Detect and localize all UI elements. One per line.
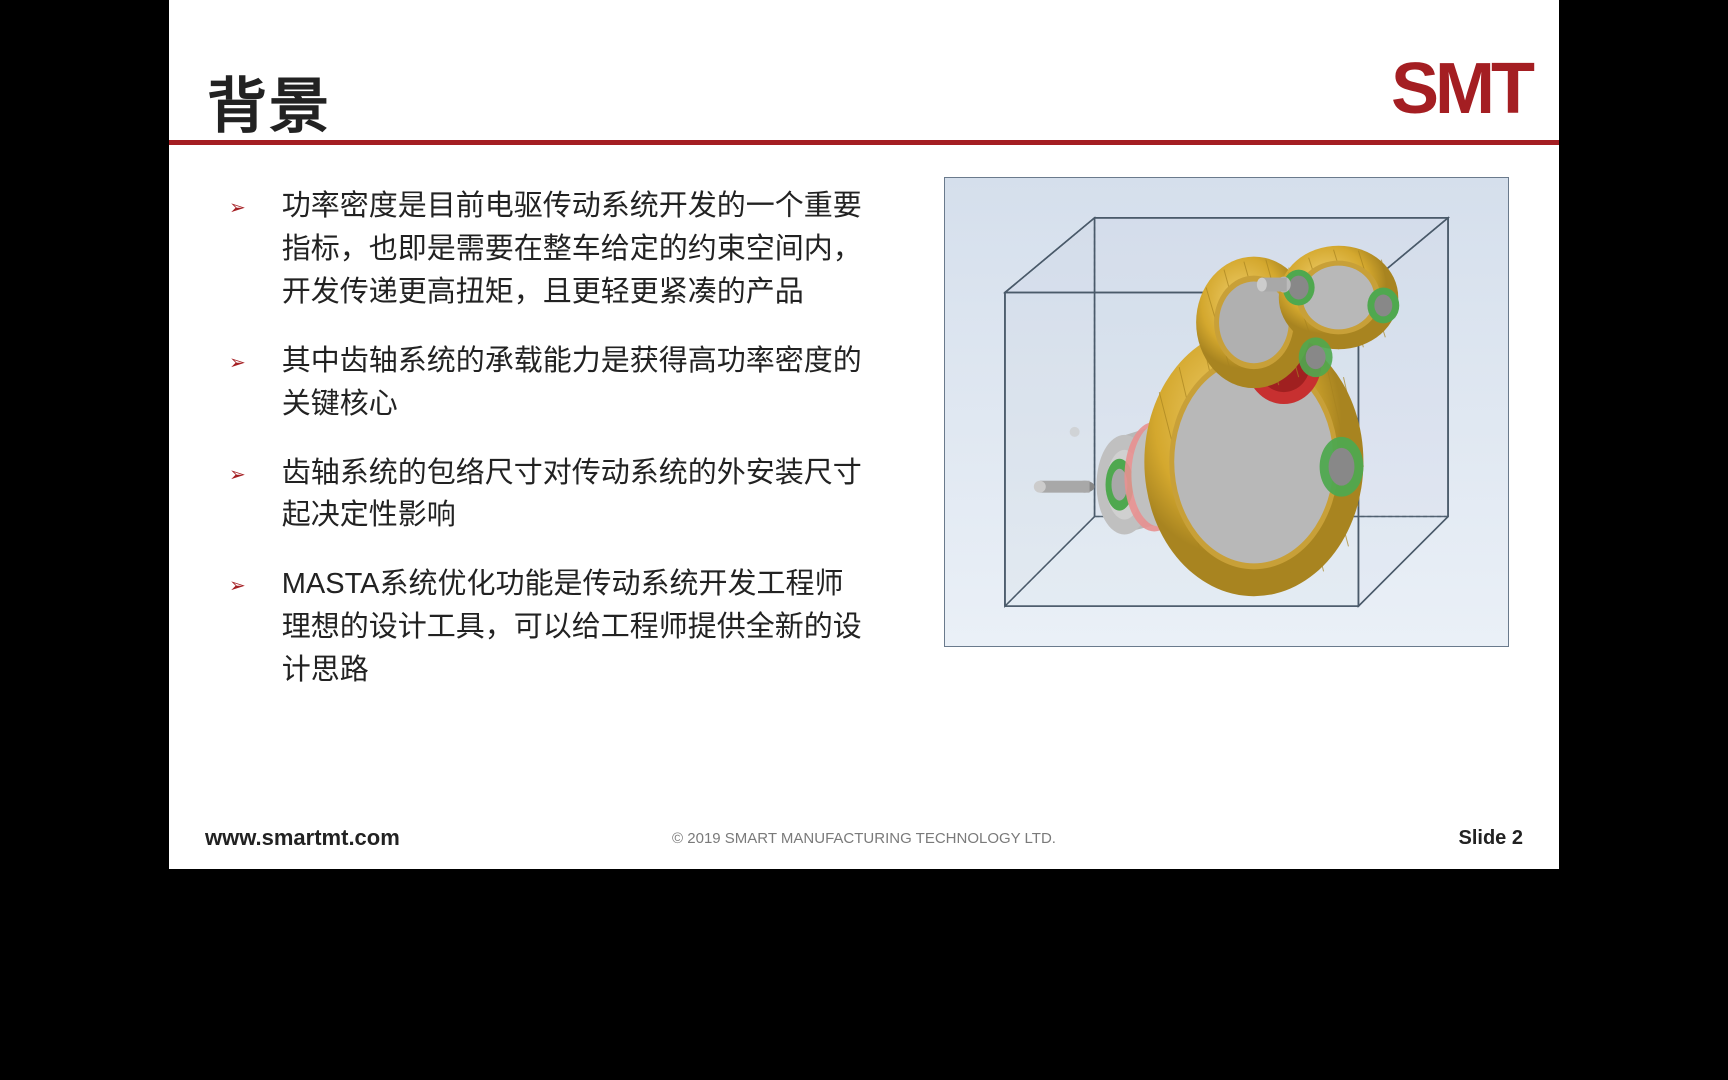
footer-copyright: © 2019 SMART MANUFACTURING TECHNOLOGY LT…: [672, 830, 1056, 847]
slide-footer: www.smartmt.com © 2019 SMART MANUFACTURI…: [169, 825, 1559, 851]
bullet-arrow-icon: ➢: [229, 195, 246, 220]
slide-content: ➢ 功率密度是目前电驱传动系统开发的一个重要指标，也即是需要在整车给定的约束空间…: [169, 145, 1559, 718]
bullet-text: 其中齿轴系统的承载能力是获得高功率密度的关键核心: [282, 340, 869, 426]
letterbox-bottom: [0, 869, 1728, 1080]
bullet-item: ➢ MASTA系统优化功能是传动系统开发工程师理想的设计工具，可以给工程师提供全…: [229, 563, 869, 692]
slide-title: 背景: [207, 58, 331, 145]
right-bearing: [1320, 437, 1364, 497]
footer-slide-number: Slide 2: [1459, 827, 1523, 850]
gearbox-svg: [945, 178, 1508, 646]
gearbox-figure: [944, 177, 1509, 647]
bullet-list: ➢ 功率密度是目前电驱传动系统开发的一个重要指标，也即是需要在整车给定的约束空间…: [229, 185, 869, 718]
slide-header: 背景 SMT: [169, 0, 1559, 145]
slide-container: 背景 SMT ➢ 功率密度是目前电驱传动系统开发的一个重要指标，也即是需要在整车…: [169, 0, 1559, 869]
bullet-text: 齿轴系统的包络尺寸对传动系统的外安装尺寸起决定性影响: [282, 452, 869, 538]
company-logo: SMT: [1391, 48, 1531, 130]
bullet-item: ➢ 其中齿轴系统的承载能力是获得高功率密度的关键核心: [229, 340, 869, 426]
bullet-text: 功率密度是目前电驱传动系统开发的一个重要指标，也即是需要在整车给定的约束空间内，…: [282, 185, 869, 314]
bullet-text: MASTA系统优化功能是传动系统开发工程师理想的设计工具，可以给工程师提供全新的…: [282, 563, 869, 692]
bullet-arrow-icon: ➢: [229, 350, 246, 375]
bullet-item: ➢ 齿轴系统的包络尺寸对传动系统的外安装尺寸起决定性影响: [229, 452, 869, 538]
bullet-item: ➢ 功率密度是目前电驱传动系统开发的一个重要指标，也即是需要在整车给定的约束空间…: [229, 185, 869, 314]
bullet-arrow-icon: ➢: [229, 462, 246, 487]
footer-url: www.smartmt.com: [205, 825, 400, 851]
bullet-arrow-icon: ➢: [229, 573, 246, 598]
